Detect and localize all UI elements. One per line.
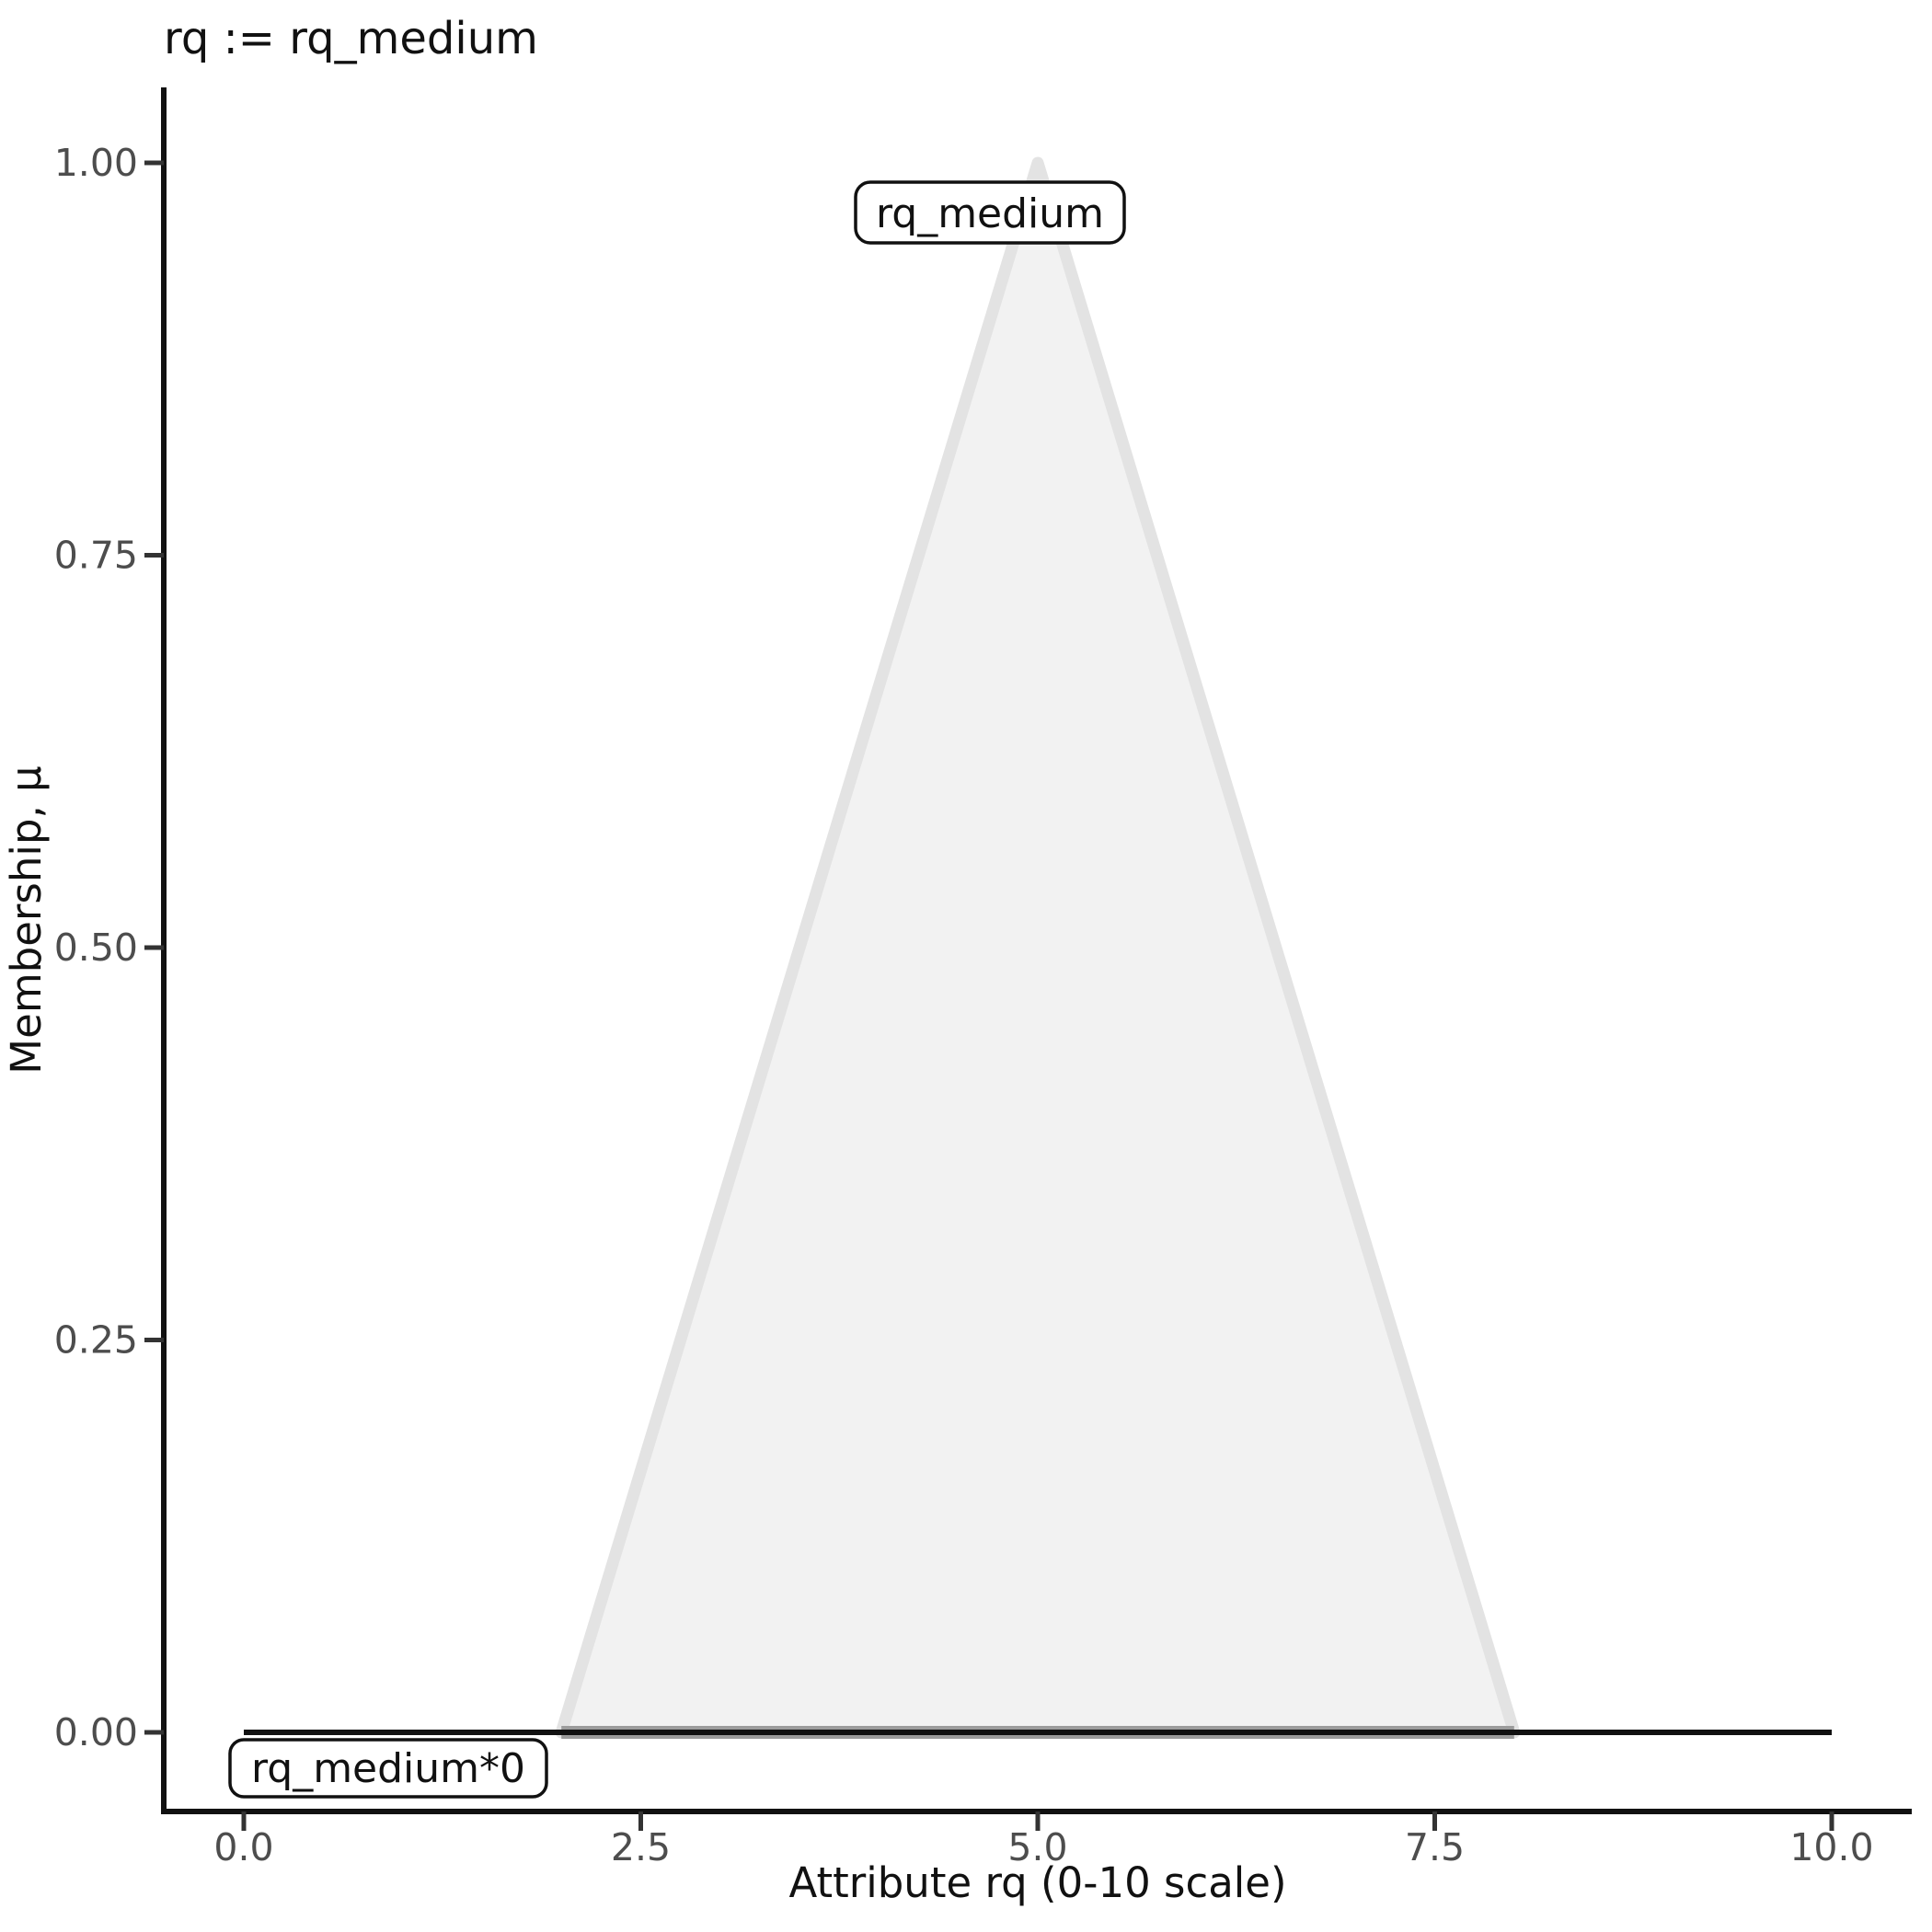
x-tick-label: 2.5 — [611, 1825, 671, 1869]
zero-label-text: rq_medium*0 — [251, 1745, 525, 1792]
y-axis-title: Membership, µ — [2, 765, 51, 1074]
y-tick-label: 1.00 — [54, 141, 138, 185]
chart-title: rq := rq_medium — [164, 13, 538, 64]
zero-function-label: rq_medium*0 — [228, 1738, 548, 1799]
x-tick-label: 0.0 — [213, 1825, 273, 1869]
y-tick-label: 0.75 — [54, 534, 138, 578]
y-tick-label: 0.25 — [54, 1318, 138, 1363]
x-tick-label: 10.0 — [1789, 1825, 1873, 1869]
x-axis-ticks: 0.0 2.5 5.0 7.5 10.0 — [213, 1811, 1874, 1869]
y-axis-ticks: 0.00 0.25 0.50 0.75 1.00 — [54, 141, 164, 1754]
x-axis-title: Attribute rq (0-10 scale) — [788, 1858, 1286, 1907]
x-tick-label: 5.0 — [1007, 1825, 1067, 1869]
membership-triangle-rq-medium — [555, 156, 1521, 1739]
y-tick-label: 0.00 — [54, 1710, 138, 1754]
peak-label-text: rq_medium — [876, 190, 1104, 237]
plot-area — [244, 156, 1832, 1739]
peak-label-box — [854, 180, 1126, 245]
x-tick-label: 7.5 — [1405, 1825, 1465, 1869]
peak-function-label: rq_medium — [854, 180, 1126, 245]
y-tick-label: 0.50 — [54, 926, 138, 970]
zero-label-box — [228, 1738, 548, 1799]
